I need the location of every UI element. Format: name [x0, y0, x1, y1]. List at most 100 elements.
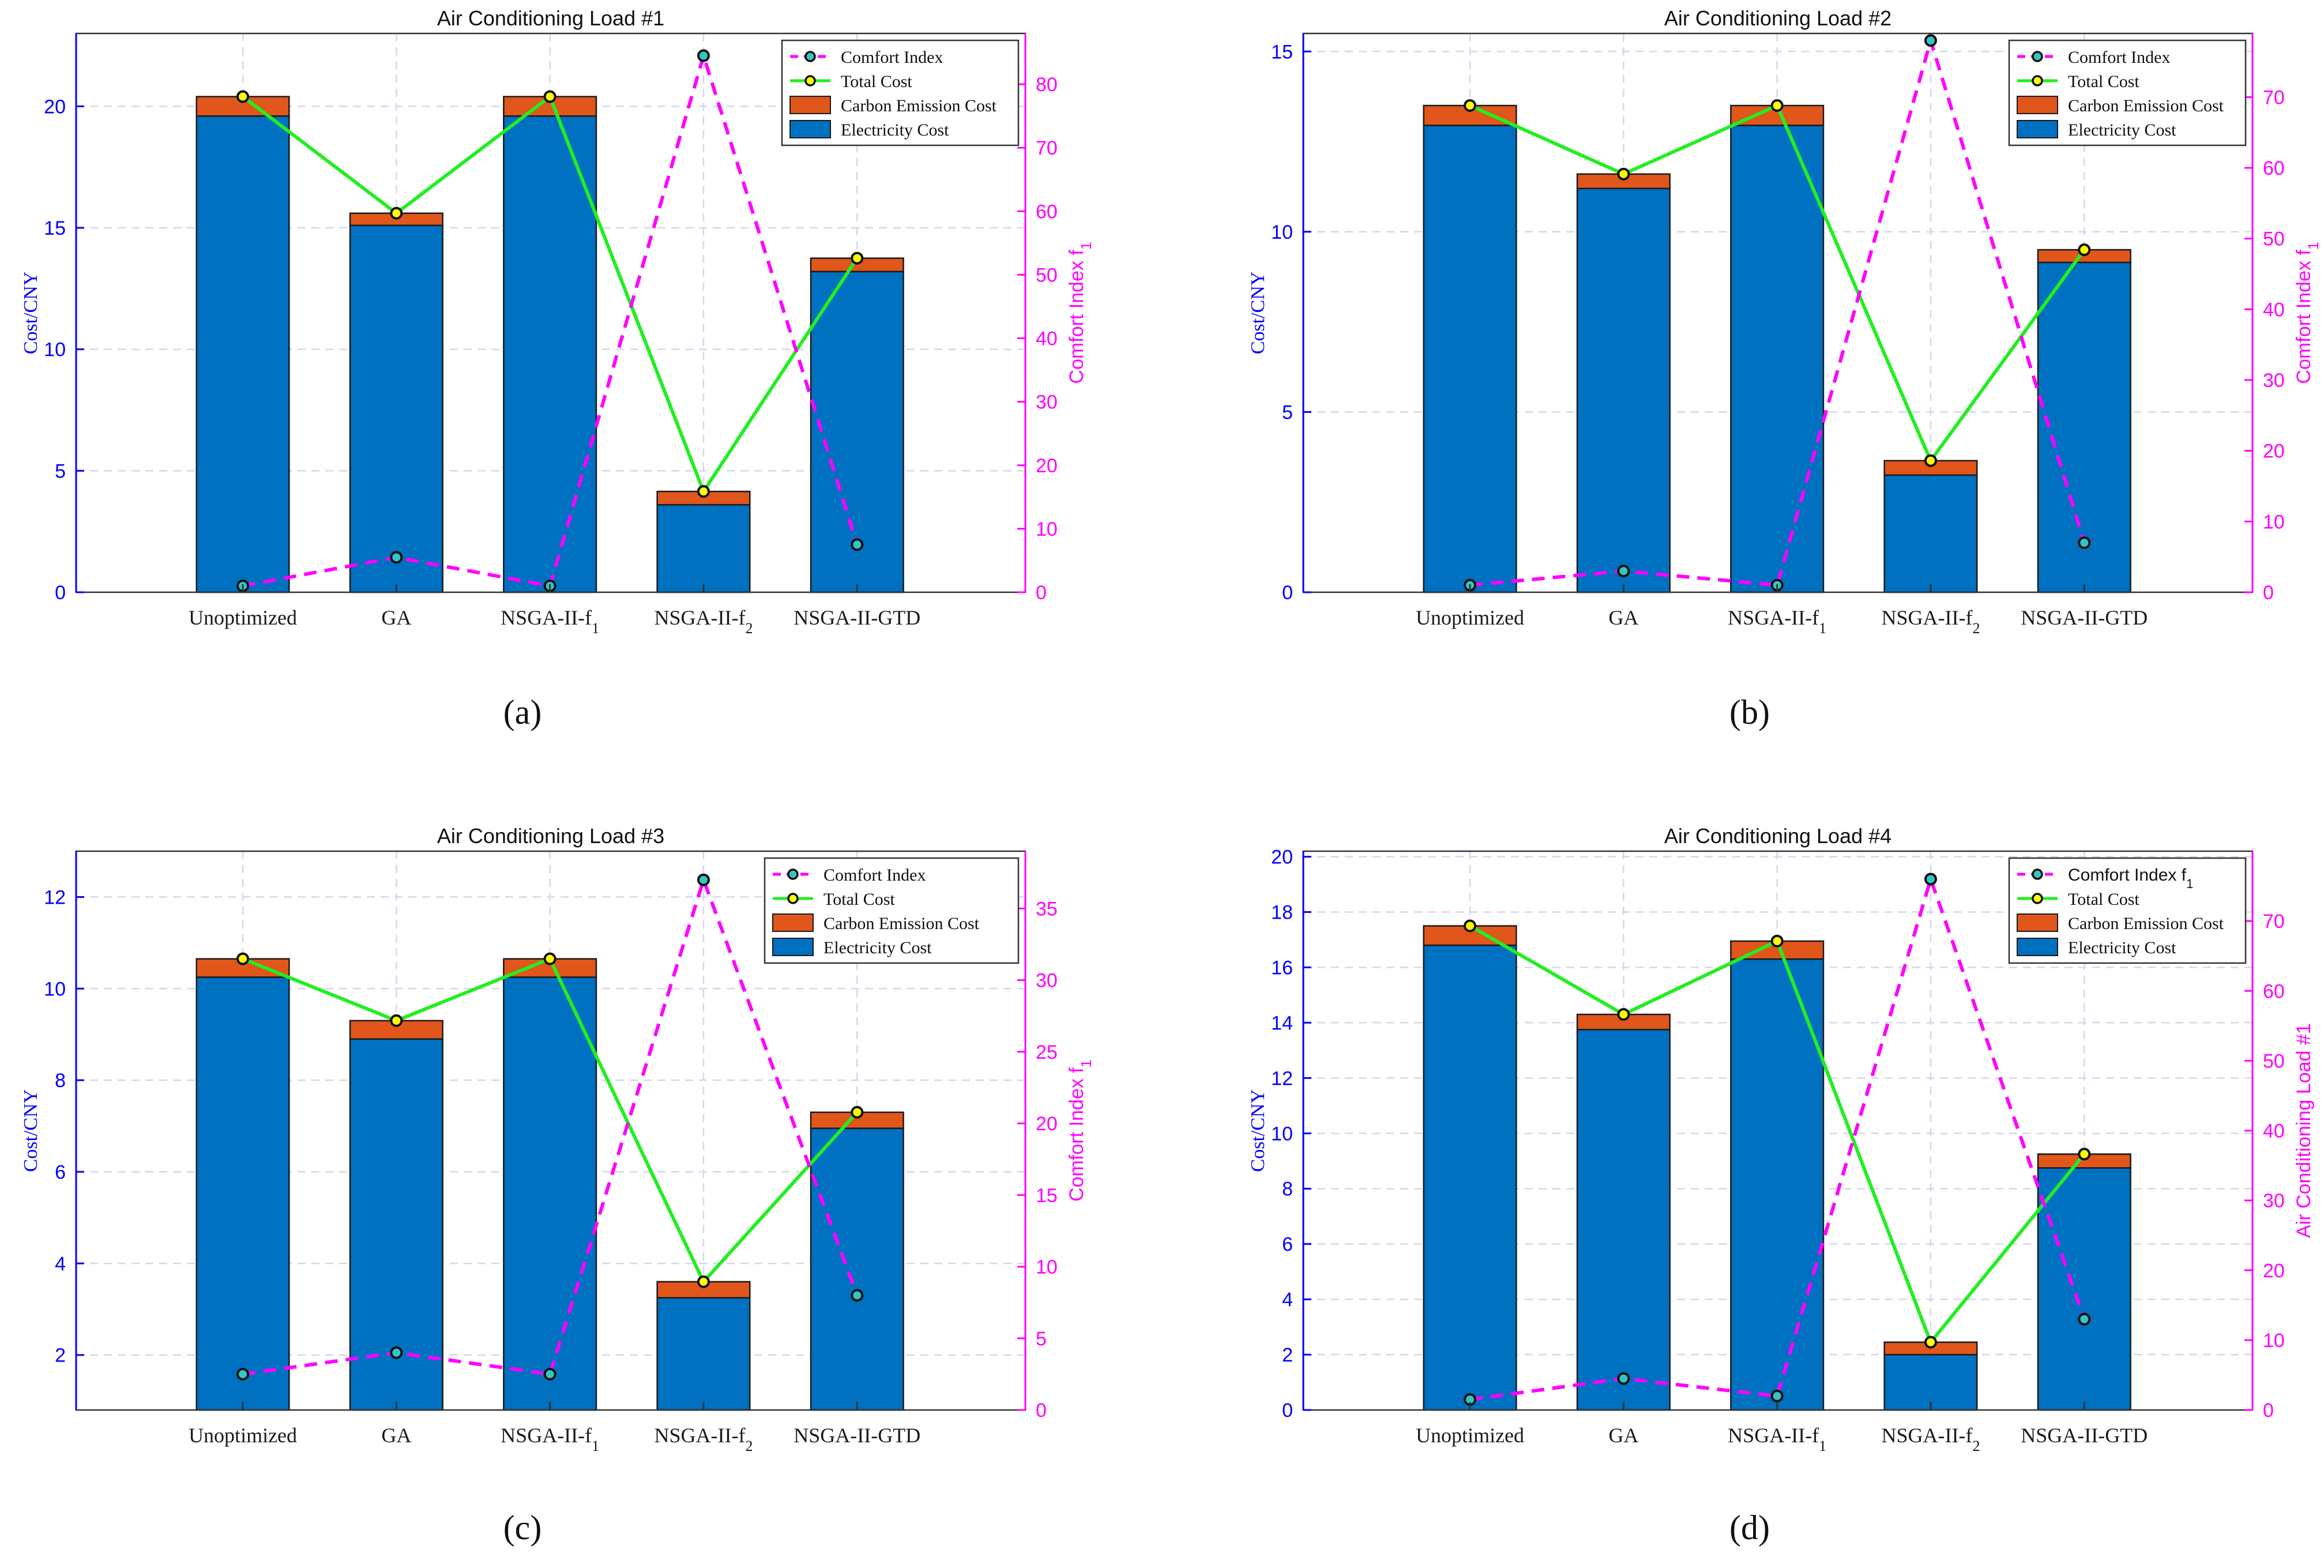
legend-label-electricity: Electricity Cost [841, 121, 949, 140]
category-label-main: NSGA-II-f [1881, 1424, 1972, 1447]
panel-label: (b) [1729, 693, 1770, 731]
marker-comfort-4 [697, 873, 710, 886]
bar-electricity-4 [1883, 1353, 1978, 1411]
bar-carbon-1 [195, 96, 290, 117]
chart-panel-4: 02468101214161820010203040506070Unoptimi… [1247, 824, 2315, 1547]
legend-swatch-carbon [2017, 913, 2058, 932]
tick-label-left: 8 [1282, 1178, 1293, 1200]
chart-title: Air Conditioning Load #4 [1664, 824, 1891, 848]
category-label: NSGA-II-f2 [1881, 606, 1980, 637]
tick-label-right: 60 [2263, 980, 2285, 1002]
marker-total-4 [1924, 454, 1937, 467]
legend-label-carbon: Carbon Emission Cost [2068, 96, 2224, 115]
marker-total-3 [543, 90, 556, 103]
bar-electricity-3 [1730, 125, 1825, 593]
category-label-subscript: 1 [1819, 620, 1826, 637]
marker-total-1 [1464, 919, 1477, 932]
tick-label-right: 10 [1036, 518, 1058, 540]
category-label-main: NSGA-II-f [654, 1424, 745, 1447]
marker-comfort-2 [390, 551, 403, 564]
tick-label-right: 30 [2263, 370, 2285, 392]
category-label-main: NSGA-II-f [654, 606, 745, 629]
marker-comfort-5 [2078, 536, 2091, 550]
legend-marker-comfort [804, 51, 816, 62]
marker-total-2 [390, 1014, 403, 1027]
line-comfort-index [1469, 873, 2086, 1401]
tick-label-left: 16 [1271, 957, 1293, 979]
legend-label-main: Total Cost [2068, 890, 2139, 909]
tick-label-right: 5 [1036, 1328, 1047, 1350]
tick-label-left: 14 [1271, 1012, 1293, 1034]
tick-label-right: 20 [1036, 455, 1058, 477]
legend-swatch-carbon [2017, 96, 2058, 114]
tick-label-left: 10 [44, 339, 66, 361]
legend-label-total: Total Cost [841, 72, 912, 91]
category-label: NSGA-II-GTD [794, 1424, 920, 1447]
bar-electricity-3 [1730, 958, 1825, 1411]
marker-total-1 [236, 952, 250, 965]
legend-marker-total [2032, 893, 2043, 904]
tick-label-right: 25 [1036, 1041, 1058, 1063]
legend-label-main: Comfort Index [823, 866, 926, 885]
category-label: NSGA-II-f2 [654, 606, 753, 637]
marker-total-1 [1464, 99, 1477, 112]
legend-label-electricity: Electricity Cost [2068, 938, 2176, 957]
chart-title: Air Conditioning Load #3 [437, 824, 664, 848]
marker-total-2 [1617, 1008, 1630, 1021]
legend-label-subscript: 1 [2186, 877, 2193, 891]
y-axis-label-right: Air Conditioning Load #1 [2293, 1023, 2315, 1238]
legend-marker-comfort [2032, 868, 2043, 880]
category-label: Unoptimized [1416, 1424, 1524, 1447]
tick-label-right: 35 [1036, 898, 1058, 920]
tick-label-right: 20 [1036, 1113, 1058, 1135]
legend-swatch-electricity [789, 120, 831, 138]
legend-label-total: Total Cost [2068, 890, 2139, 909]
tick-label-left: 20 [1271, 847, 1293, 868]
marker-total-3 [1770, 934, 1784, 947]
y-axis-label-left: Cost/CNY [1247, 1089, 1269, 1172]
bar-carbon-1 [1423, 104, 1517, 126]
marker-comfort-1 [236, 1367, 250, 1381]
bar-electricity-2 [349, 224, 443, 593]
tick-label-right: 0 [1036, 582, 1047, 604]
tick-label-right: 40 [2263, 1120, 2285, 1142]
tick-label-left: 0 [1282, 1400, 1293, 1422]
category-label-main: GA [1608, 606, 1638, 629]
legend-marker-comfort [787, 868, 799, 880]
bar-electricity-1 [195, 115, 290, 593]
category-label-main: NSGA-II-f [501, 606, 592, 629]
marker-comfort-5 [851, 1289, 864, 1302]
legend-label-main: Carbon Emission Cost [823, 914, 980, 933]
category-label-subscript: 2 [745, 1438, 753, 1454]
tick-label-left: 18 [1271, 902, 1293, 924]
tick-label-right: 0 [1036, 1400, 1047, 1422]
category-label: GA [381, 606, 411, 629]
category-label: Unoptimized [1416, 606, 1524, 629]
tick-label-left: 0 [1282, 582, 1293, 604]
tick-label-right: 50 [2263, 228, 2285, 250]
tick-label-left: 15 [44, 217, 66, 239]
chart-title: Air Conditioning Load #2 [1664, 6, 1891, 30]
legend-label-total: Total Cost [2068, 72, 2139, 91]
tick-label-right: 20 [2263, 1260, 2285, 1282]
bar-electricity-4 [656, 1297, 751, 1411]
legend-label-main: Electricity Cost [841, 121, 949, 140]
marker-comfort-4 [1924, 873, 1937, 886]
tick-label-left: 10 [44, 978, 66, 1000]
marker-comfort-3 [1770, 1389, 1784, 1402]
category-label-main: NSGA-II-f [1881, 606, 1972, 629]
legend-swatch-electricity [772, 938, 814, 956]
tick-label-left: 12 [44, 886, 66, 908]
tick-label-right: 0 [2263, 1400, 2274, 1422]
bar-electricity-5 [2037, 1167, 2131, 1411]
legend-label-main: Total Cost [841, 72, 912, 91]
legend-label-main: Carbon Emission Cost [2068, 914, 2224, 933]
bar-carbon-3 [503, 958, 597, 978]
y-axis-label-left: Cost/CNY [20, 1089, 42, 1172]
legend-label-main: Carbon Emission Cost [841, 96, 997, 115]
legend-label-main: Electricity Cost [2068, 938, 2176, 957]
y-axis-label-left: Cost/CNY [20, 272, 42, 355]
category-label-main: Unoptimized [189, 1424, 297, 1447]
marker-total-4 [697, 485, 710, 498]
category-label-main: NSGA-II-GTD [2021, 1424, 2148, 1447]
